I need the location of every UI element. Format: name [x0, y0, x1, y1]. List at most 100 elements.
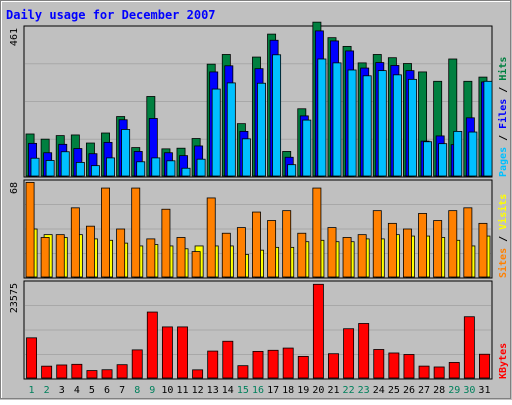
bar-pages-day-17	[272, 54, 282, 177]
bar-pages-day-6	[106, 157, 115, 177]
bar-sites-day-28	[433, 220, 443, 278]
bar-kbytes-day-13	[207, 350, 219, 379]
x-label-day-19: 19	[297, 385, 309, 396]
bar-kbytes-day-24	[373, 349, 385, 379]
bar-sites-day-5	[85, 225, 95, 278]
bar-kbytes-day-31	[479, 353, 490, 379]
bar-pages-day-30	[468, 131, 478, 177]
bar-sites-day-10	[161, 208, 171, 278]
x-label-day-18: 18	[282, 385, 294, 396]
bar-pages-day-11	[181, 167, 191, 177]
bar-sites-day-16	[252, 211, 261, 278]
x-label-day-27: 27	[418, 385, 430, 396]
bar-pages-day-14	[226, 82, 236, 177]
bar-kbytes-day-18	[282, 347, 294, 379]
x-label-day-29: 29	[448, 385, 460, 396]
bar-kbytes-day-15	[237, 365, 249, 379]
panel-middle-max-label: 68	[9, 182, 20, 194]
bar-pages-day-13	[211, 88, 221, 177]
bar-sites-day-30	[463, 207, 473, 278]
panel-bottom: 23575 KBytes	[9, 280, 509, 380]
x-label-day-30: 30	[463, 385, 475, 396]
bar-kbytes-day-30	[463, 316, 475, 379]
bar-kbytes-day-2	[41, 365, 53, 379]
bar-sites-day-12	[191, 251, 201, 278]
bar-pages-day-31	[483, 80, 493, 177]
x-label-day-26: 26	[403, 385, 415, 396]
x-label-day-14: 14	[222, 385, 234, 396]
bar-sites-day-29	[448, 210, 458, 278]
bar-pages-day-26	[408, 78, 417, 177]
bar-pages-day-3	[60, 151, 70, 177]
bar-kbytes-day-1	[26, 337, 37, 379]
bar-sites-day-2	[40, 237, 50, 278]
bar-sites-day-13	[206, 197, 216, 278]
bar-sites-day-11	[176, 237, 186, 278]
x-label-day-8: 8	[134, 385, 140, 396]
bar-pages-day-25	[392, 74, 402, 177]
panel-top-max-label: 461	[9, 28, 20, 46]
x-label-day-5: 5	[89, 385, 95, 396]
bar-pages-day-24	[377, 70, 387, 177]
legend-pages: Pages	[498, 147, 509, 177]
bar-kbytes-day-27	[418, 365, 430, 379]
legend-kbytes: KBytes	[498, 343, 509, 379]
panel-bottom-legend: KBytes	[498, 343, 509, 379]
panel-top-legend: Pages / Files / Hits	[497, 57, 509, 177]
bar-pages-day-15	[241, 138, 251, 177]
x-label-day-3: 3	[59, 385, 65, 396]
legend-separator: /	[498, 129, 509, 147]
x-label-day-17: 17	[267, 385, 279, 396]
bar-sites-day-25	[387, 222, 397, 278]
x-label-day-15: 15	[237, 385, 249, 396]
x-label-day-31: 31	[478, 385, 490, 396]
legend-separator: /	[498, 81, 509, 99]
bar-kbytes-day-4	[71, 363, 83, 379]
series-pages	[30, 54, 493, 177]
x-label-day-13: 13	[207, 385, 219, 396]
bar-pages-day-16	[257, 82, 266, 177]
x-label-day-7: 7	[119, 385, 125, 396]
x-label-day-23: 23	[358, 385, 370, 396]
bar-pages-day-23	[362, 75, 372, 177]
bar-sites-day-6	[101, 187, 110, 278]
bar-pages-day-22	[347, 69, 357, 177]
bar-kbytes-day-23	[358, 323, 370, 379]
bar-kbytes-day-9	[146, 311, 158, 379]
bar-sites-day-19	[297, 232, 307, 278]
bar-kbytes-day-25	[388, 352, 400, 379]
bar-pages-day-29	[453, 130, 463, 177]
bar-kbytes-day-11	[177, 326, 188, 379]
bar-kbytes-day-12	[192, 369, 204, 379]
bar-pages-day-12	[196, 158, 206, 177]
bar-kbytes-day-7	[116, 364, 128, 379]
bar-sites-day-23	[357, 234, 367, 278]
x-label-day-21: 21	[327, 385, 339, 396]
legend-separator: /	[498, 230, 509, 248]
bar-kbytes-day-5	[86, 370, 98, 379]
bar-sites-day-7	[116, 228, 126, 278]
bar-kbytes-day-19	[297, 355, 309, 379]
bar-pages-day-7	[121, 129, 131, 177]
bar-kbytes-day-29	[448, 362, 460, 379]
bar-sites-day-27	[418, 213, 428, 278]
series-kbytes	[26, 283, 490, 379]
panel-top: 461 Pages / Files / Hits	[9, 21, 509, 178]
legend-hits: Hits	[497, 57, 509, 81]
panel-middle-legend: Sites / Visits	[497, 194, 509, 278]
bar-sites-day-9	[146, 238, 156, 278]
bar-sites-day-24	[372, 210, 382, 278]
bar-kbytes-day-8	[131, 349, 143, 379]
bar-sites-day-31	[478, 222, 488, 278]
x-label-day-28: 28	[433, 385, 445, 396]
bar-sites-day-8	[131, 187, 141, 278]
x-label-day-22: 22	[343, 385, 355, 396]
x-label-day-9: 9	[149, 385, 155, 396]
x-label-day-24: 24	[373, 385, 385, 396]
x-label-day-16: 16	[252, 385, 264, 396]
bar-pages-day-9	[151, 157, 161, 177]
x-label-day-12: 12	[192, 385, 204, 396]
legend-visits: Visits	[497, 194, 509, 230]
bar-sites-day-21	[327, 227, 337, 278]
